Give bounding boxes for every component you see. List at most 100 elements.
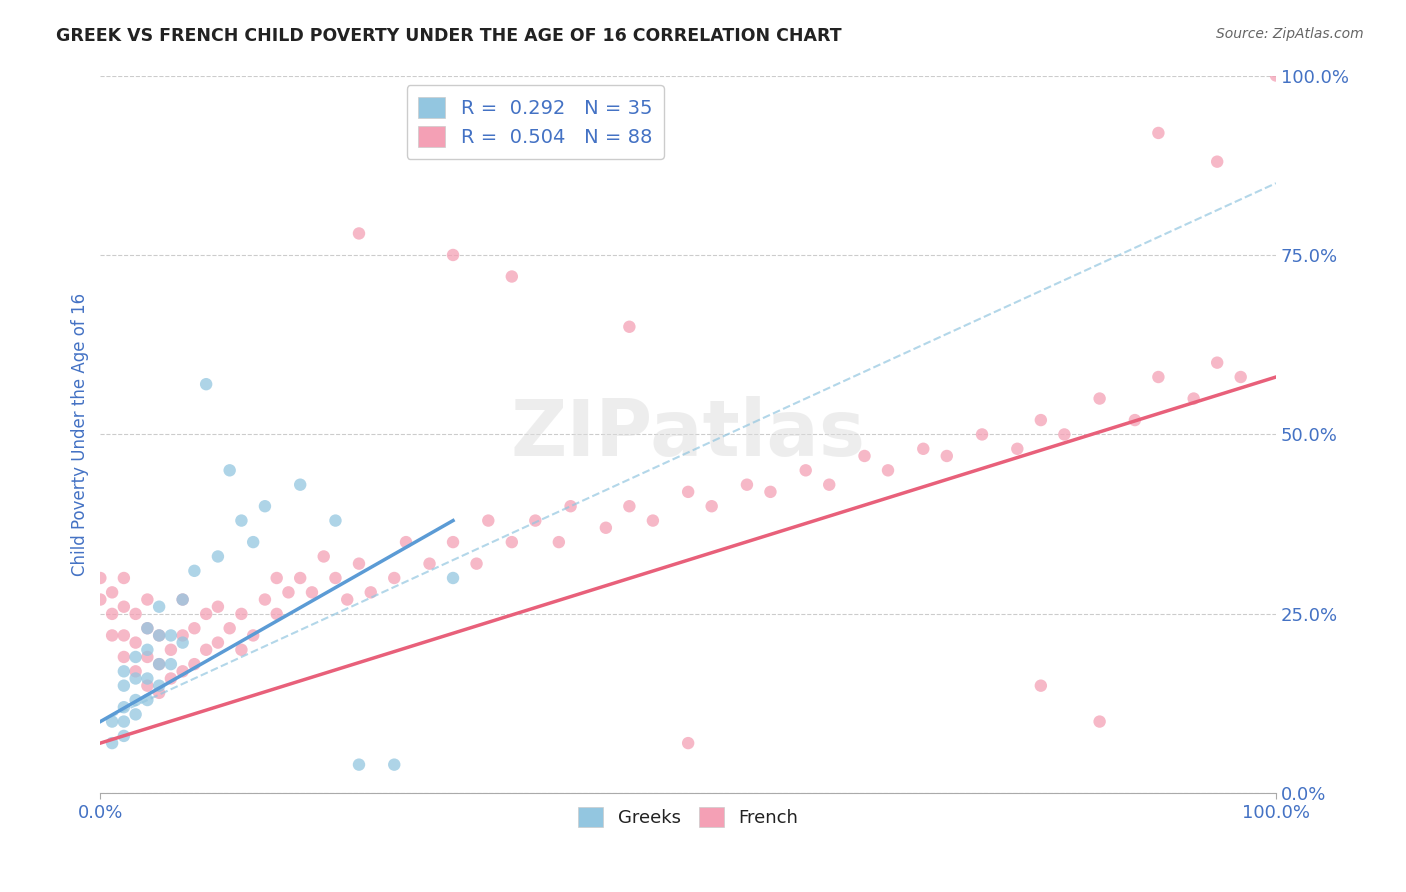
Point — [207, 599, 229, 614]
Point — [266, 571, 288, 585]
Point — [112, 700, 135, 714]
Point — [935, 449, 957, 463]
Point — [148, 657, 170, 672]
Point — [148, 657, 170, 672]
Point — [970, 427, 993, 442]
Point — [676, 484, 699, 499]
Point — [148, 628, 170, 642]
Point — [619, 319, 641, 334]
Point — [207, 549, 229, 564]
Point — [347, 757, 370, 772]
Point — [112, 571, 135, 585]
Point — [1147, 126, 1170, 140]
Point — [253, 500, 276, 514]
Point — [207, 635, 229, 649]
Point — [124, 693, 146, 707]
Text: GREEK VS FRENCH CHILD POVERTY UNDER THE AGE OF 16 CORRELATION CHART: GREEK VS FRENCH CHILD POVERTY UNDER THE … — [56, 27, 842, 45]
Point — [1206, 154, 1229, 169]
Y-axis label: Child Poverty Under the Age of 16: Child Poverty Under the Age of 16 — [72, 293, 89, 576]
Point — [290, 571, 312, 585]
Point — [89, 571, 111, 585]
Point — [1029, 679, 1052, 693]
Point — [253, 592, 276, 607]
Point — [172, 628, 194, 642]
Point — [218, 621, 240, 635]
Point — [112, 714, 135, 729]
Point — [735, 477, 758, 491]
Point — [418, 557, 440, 571]
Point — [560, 500, 582, 514]
Point — [148, 628, 170, 642]
Point — [382, 571, 405, 585]
Point — [301, 585, 323, 599]
Point — [595, 521, 617, 535]
Point — [124, 707, 146, 722]
Point — [1053, 427, 1076, 442]
Point — [441, 248, 464, 262]
Point — [242, 535, 264, 549]
Point — [441, 571, 464, 585]
Point — [124, 635, 146, 649]
Point — [266, 607, 288, 621]
Point — [700, 500, 723, 514]
Point — [101, 585, 124, 599]
Point — [101, 607, 124, 621]
Point — [112, 729, 135, 743]
Point — [112, 650, 135, 665]
Point — [1088, 714, 1111, 729]
Point — [172, 592, 194, 607]
Point — [124, 665, 146, 679]
Point — [465, 557, 488, 571]
Point — [501, 535, 523, 549]
Point — [347, 227, 370, 241]
Point — [853, 449, 876, 463]
Point — [101, 628, 124, 642]
Point — [136, 650, 159, 665]
Point — [818, 477, 841, 491]
Point — [172, 635, 194, 649]
Point — [148, 599, 170, 614]
Point — [148, 686, 170, 700]
Point — [1007, 442, 1029, 456]
Point — [160, 628, 183, 642]
Point — [231, 607, 253, 621]
Point — [1182, 392, 1205, 406]
Point — [183, 657, 205, 672]
Point — [676, 736, 699, 750]
Point — [231, 642, 253, 657]
Point — [195, 642, 218, 657]
Point — [195, 377, 218, 392]
Point — [325, 514, 347, 528]
Point — [160, 672, 183, 686]
Point — [524, 514, 547, 528]
Point — [290, 477, 312, 491]
Point — [441, 535, 464, 549]
Point — [877, 463, 900, 477]
Point — [1029, 413, 1052, 427]
Point — [112, 679, 135, 693]
Point — [112, 665, 135, 679]
Point — [1123, 413, 1146, 427]
Text: ZIPatlas: ZIPatlas — [510, 396, 866, 473]
Point — [1206, 356, 1229, 370]
Point — [242, 628, 264, 642]
Point — [183, 564, 205, 578]
Point — [136, 672, 159, 686]
Point — [160, 657, 183, 672]
Point — [547, 535, 569, 549]
Point — [1265, 69, 1288, 83]
Point — [619, 500, 641, 514]
Point — [277, 585, 299, 599]
Point — [382, 757, 405, 772]
Point — [501, 269, 523, 284]
Point — [759, 484, 782, 499]
Point — [347, 557, 370, 571]
Point — [124, 607, 146, 621]
Point — [195, 607, 218, 621]
Point — [325, 571, 347, 585]
Point — [1229, 370, 1251, 384]
Point — [112, 599, 135, 614]
Point — [136, 642, 159, 657]
Point — [183, 621, 205, 635]
Point — [172, 592, 194, 607]
